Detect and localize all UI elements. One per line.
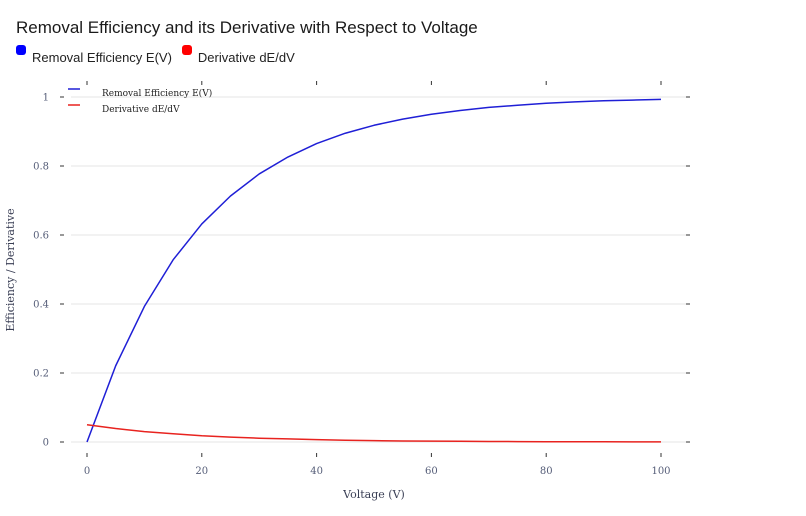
- x-tick-label: 100: [651, 466, 670, 477]
- axis-ticks: 0 0.2 0.4 0.6 0.8 1 0 20 40 60 80 100: [33, 81, 690, 477]
- efficiency-line: [86, 98, 662, 443]
- x-tick-label: 60: [425, 466, 438, 477]
- x-tick-label: 20: [195, 466, 208, 477]
- inner-legend-label-derivative: Derivative dE/dV: [102, 105, 180, 115]
- top-legend-item-efficiency[interactable]: Removal Efficiency E(V): [16, 45, 172, 65]
- x-tick-label: 80: [540, 466, 553, 477]
- y-tick-label: 0.8: [33, 162, 49, 173]
- derivative-swatch: [181, 45, 192, 55]
- efficiency-swatch: [16, 45, 26, 55]
- x-tick-label: 0: [84, 466, 90, 477]
- y-axis-title: Efficiency / Derivative: [4, 208, 17, 331]
- series-lines: [86, 98, 662, 443]
- top-legend-item-derivative[interactable]: Derivative dE/dV: [181, 45, 295, 65]
- y-tick-label: 0.2: [33, 369, 49, 380]
- y-tick-label: 0.6: [33, 231, 49, 242]
- inner-legend: Removal Efficiency E(V) Derivative dE/dV: [68, 88, 212, 115]
- y-tick-label: 0: [43, 438, 49, 449]
- x-axis-title: Voltage (V): [342, 488, 405, 501]
- top-legend-label-efficiency: Removal Efficiency E(V): [32, 50, 172, 65]
- grid-lines: [71, 96, 690, 443]
- y-tick-label: 1: [43, 93, 49, 104]
- inner-legend-label-efficiency: Removal Efficiency E(V): [102, 88, 212, 99]
- top-legend: Removal Efficiency E(V) Derivative dE/dV: [16, 45, 305, 65]
- top-legend-label-derivative: Derivative dE/dV: [197, 50, 295, 65]
- chart-title: Removal Efficiency and its Derivative wi…: [16, 18, 478, 37]
- derivative-line: [86, 424, 662, 443]
- y-tick-label: 0.4: [33, 300, 49, 311]
- x-tick-label: 40: [310, 466, 323, 477]
